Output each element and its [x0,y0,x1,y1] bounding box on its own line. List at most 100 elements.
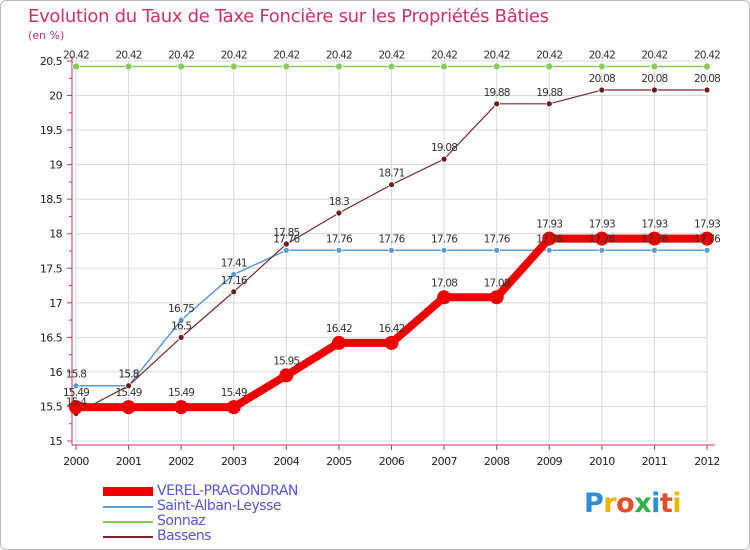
data-label: 15.4 [66,396,87,408]
y-tick-label: 15.5 [40,400,63,413]
data-point [594,231,609,246]
data-point [493,246,501,254]
series-bassens [72,86,711,417]
data-label: 17.76 [641,233,668,245]
data-label: 20.42 [116,50,142,62]
data-label: 15.49 [116,387,142,399]
data-point [177,316,185,324]
data-label: 20.42 [431,50,457,62]
data-point [651,86,658,94]
y-tick-label: 18.5 [40,193,63,206]
y-tick-label: 17 [49,297,62,310]
data-point [229,62,238,71]
data-label: 17.08 [484,277,510,289]
data-point [597,62,606,71]
legend-label: Saint-Alban-Leysse [157,498,281,514]
data-label: 15.8 [66,369,86,381]
data-label: 20.08 [694,73,720,85]
y-tick-label: 16 [49,366,62,379]
data-point [440,155,448,163]
y-tick-label: 18 [49,228,62,241]
data-label: 17.93 [536,219,562,231]
data-label: 17.76 [326,233,353,245]
y-tick-label: 17.5 [40,262,63,275]
series-verel-pragondran [69,231,714,415]
data-label: 17.93 [694,219,720,231]
data-point [335,209,343,217]
data-point [174,400,189,415]
data-point [282,240,290,248]
data-label: 20.42 [694,50,720,62]
data-point [230,288,238,296]
legend-label: Sonnaz [157,513,206,529]
x-tick-label: 2001 [116,455,142,468]
data-point [545,100,553,108]
data-point [703,62,711,71]
legend-label: Bassens [157,528,212,544]
x-tick-label: 2002 [168,455,194,468]
y-tick-label: 20 [49,90,62,103]
data-label: 20.42 [168,50,194,62]
data-label: 17.76 [273,233,300,245]
data-label: 17.76 [694,233,721,245]
data-point [492,62,501,71]
data-point [703,86,711,94]
data-point [545,246,553,254]
data-point [72,62,80,71]
data-point [335,246,343,254]
y-axis-unit: (en %) [28,29,65,42]
data-label: 16.5 [171,320,191,332]
data-point [331,335,346,350]
series [69,62,714,417]
data-label: 17.93 [589,219,615,231]
data-label: 18.3 [329,196,349,208]
data-point [650,62,659,71]
data-label: 20.42 [641,50,667,62]
x-tick-label: 2011 [642,455,668,468]
logo-letter: i [651,488,660,519]
data-point [387,62,396,71]
logo-letter: t [659,488,673,519]
y-tick-label: 16.5 [40,331,63,344]
data-point [440,62,448,71]
logo-letter: o [616,488,635,519]
data-point [437,290,452,305]
x-tick-label: 2010 [589,455,615,468]
x-tick-label: 2009 [536,455,562,468]
data-point [279,368,294,383]
data-label: 17.93 [641,219,667,231]
data-label: 20.42 [63,50,89,62]
data-point [282,62,291,71]
data-point [598,86,606,94]
data-point [388,246,395,254]
data-label: 17.85 [273,227,299,239]
data-label: 20.42 [484,50,510,62]
data-label: 19.88 [536,87,562,99]
data-point [598,246,606,254]
x-tick-label: 2003 [221,455,247,468]
data-point [700,231,714,246]
data-label: 18.71 [378,168,404,180]
chart-title: Evolution du Taux de Taxe Foncière sur l… [28,6,549,27]
data-label: 20.42 [273,50,299,62]
data-label: 17.76 [378,233,405,245]
data-label: 19.08 [431,142,457,154]
x-tick-label: 2012 [694,455,720,468]
x-tick-label: 2004 [274,455,300,468]
data-point [489,290,504,305]
y-tick-label: 19.5 [40,124,63,137]
logo-letter: P [584,488,604,519]
data-label: 15.8 [118,369,138,381]
legend-swatch [103,521,153,523]
data-label: 17.16 [221,275,248,287]
data-label: 20.42 [326,50,352,62]
data-point [72,382,80,390]
data-label: 15.95 [273,355,299,367]
data-point [493,100,501,108]
proxiti-logo: Proxiti [584,488,682,519]
data-label: 20.42 [378,50,404,62]
x-tick-label: 2000 [63,455,89,468]
data-point [384,335,399,350]
data-point [121,400,136,415]
